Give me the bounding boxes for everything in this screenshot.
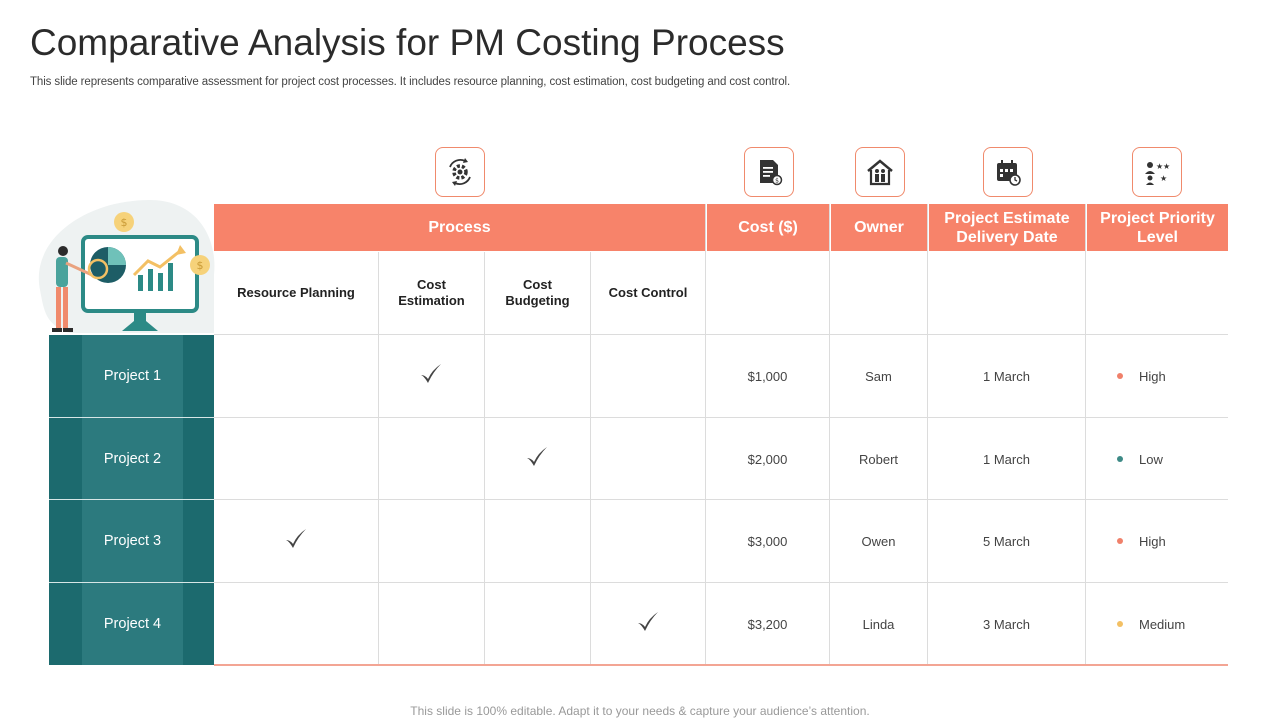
- gear-cycle-icon-box: [435, 147, 485, 197]
- subheader-cost-budgeting-line1: Cost: [523, 277, 552, 292]
- owner-cell: Robert: [858, 451, 899, 467]
- svg-text:$: $: [121, 216, 128, 229]
- owner-cell: Linda: [862, 616, 895, 632]
- cost-cell: $2,000: [747, 451, 788, 467]
- user-stars-icon-box: ★ ★ ★: [1132, 147, 1182, 197]
- project-label-2: Project 2: [49, 418, 214, 500]
- project-label-1: Project 1: [49, 335, 214, 417]
- header-cost: Cost ($): [707, 204, 829, 251]
- page-title: Comparative Analysis for PM Costing Proc…: [30, 22, 785, 63]
- subheader-cost-budgeting: Cost Budgeting: [485, 252, 590, 334]
- house-people-icon: [867, 159, 893, 186]
- header-delivery-line1: Project Estimate: [944, 209, 1070, 227]
- grid-line: [378, 252, 379, 665]
- delivery-date-cell: 1 March: [983, 368, 1030, 384]
- priority-dot-icon: [1117, 373, 1123, 379]
- svg-text:★: ★: [1160, 174, 1167, 183]
- subheader-resource-planning: Resource Planning: [214, 252, 378, 334]
- delivery-date-cell: 1 March: [983, 451, 1030, 467]
- grid-line: [590, 252, 591, 665]
- project-label-4: Project 4: [49, 583, 214, 665]
- project-separator: [49, 499, 214, 500]
- table-bottom-line: [214, 664, 1228, 666]
- priority-dot-icon: [1117, 621, 1123, 627]
- subheader-resource-planning-label: Resource Planning: [237, 285, 355, 300]
- analytics-illustration: $ $: [38, 200, 215, 333]
- checkmark-icon: [527, 447, 547, 466]
- grid-line: [1085, 204, 1086, 665]
- priority-dot-icon: [1117, 456, 1123, 462]
- grid-line: [214, 582, 1228, 583]
- delivery-date-cell: 3 March: [983, 616, 1030, 632]
- owner-cell: Sam: [865, 368, 892, 384]
- header-process: Process: [214, 204, 705, 251]
- grid-line: [829, 204, 830, 665]
- gear-cycle-icon: [449, 158, 471, 186]
- owner-cell: Owen: [861, 533, 896, 549]
- cost-cell: $1,000: [747, 368, 788, 384]
- checkmark-icon: [286, 529, 306, 548]
- subheader-cost-control-label: Cost Control: [608, 285, 688, 300]
- subheader-cost-estimation-line1: Cost: [417, 277, 446, 292]
- header-cost-label: Cost ($): [738, 219, 798, 236]
- header-process-label: Process: [428, 219, 491, 236]
- header-priority: Project Priority Level: [1087, 204, 1228, 251]
- checkmark-icon: [638, 612, 658, 631]
- priority-cell: High: [1117, 500, 1166, 582]
- grid-line: [927, 204, 928, 665]
- project-name: Project 4: [82, 583, 183, 665]
- svg-text:★: ★: [1156, 162, 1163, 171]
- cost-cell: $3,200: [747, 616, 788, 632]
- grid-line: [705, 204, 706, 665]
- footer-note: This slide is 100% editable. Adapt it to…: [410, 704, 870, 718]
- checkmark-icon: [421, 364, 441, 383]
- priority-cell: Medium: [1117, 583, 1185, 665]
- header-delivery-line2: Delivery Date: [956, 228, 1058, 246]
- invoice-icon-box: $: [744, 147, 794, 197]
- grid-line: [214, 499, 1228, 500]
- priority-label: Medium: [1139, 616, 1186, 632]
- svg-text:$: $: [775, 178, 779, 185]
- header-priority-line1: Project Priority: [1100, 209, 1215, 227]
- grid-line: [214, 334, 1228, 335]
- header-delivery-date: Project Estimate Delivery Date: [929, 204, 1085, 251]
- project-name: Project 2: [82, 418, 183, 500]
- header-priority-line2: Level: [1137, 228, 1178, 246]
- priority-cell: High: [1117, 335, 1166, 417]
- project-name: Project 3: [82, 500, 183, 582]
- subheader-cost-control: Cost Control: [591, 252, 705, 334]
- grid-line: [214, 417, 1228, 418]
- svg-text:★: ★: [1163, 162, 1170, 171]
- cost-cell: $3,000: [747, 533, 788, 549]
- header-owner-label: Owner: [854, 219, 904, 236]
- priority-cell: Low: [1117, 418, 1163, 500]
- priority-label: Low: [1139, 451, 1163, 467]
- subheader-cost-estimation-line2: Estimation: [398, 293, 465, 308]
- subheader-cost-estimation: Cost Estimation: [379, 252, 484, 334]
- svg-text:$: $: [197, 259, 204, 272]
- page-subtitle: This slide represents comparative assess…: [30, 76, 791, 88]
- project-name: Project 1: [82, 335, 183, 417]
- subheader-cost-budgeting-line2: Budgeting: [505, 293, 570, 308]
- priority-label: High: [1139, 533, 1166, 549]
- header-owner: Owner: [831, 204, 927, 251]
- house-people-icon-box: [855, 147, 905, 197]
- project-separator: [49, 417, 214, 418]
- user-stars-icon: ★ ★ ★: [1145, 162, 1170, 185]
- invoice-icon: $: [760, 160, 783, 186]
- priority-dot-icon: [1117, 538, 1123, 544]
- delivery-date-cell: 5 March: [983, 533, 1030, 549]
- project-separator: [49, 582, 214, 583]
- grid-line: [484, 252, 485, 665]
- calendar-clock-icon-box: [983, 147, 1033, 197]
- calendar-clock-icon: [997, 160, 1021, 186]
- priority-label: High: [1139, 368, 1166, 384]
- project-label-3: Project 3: [49, 500, 214, 582]
